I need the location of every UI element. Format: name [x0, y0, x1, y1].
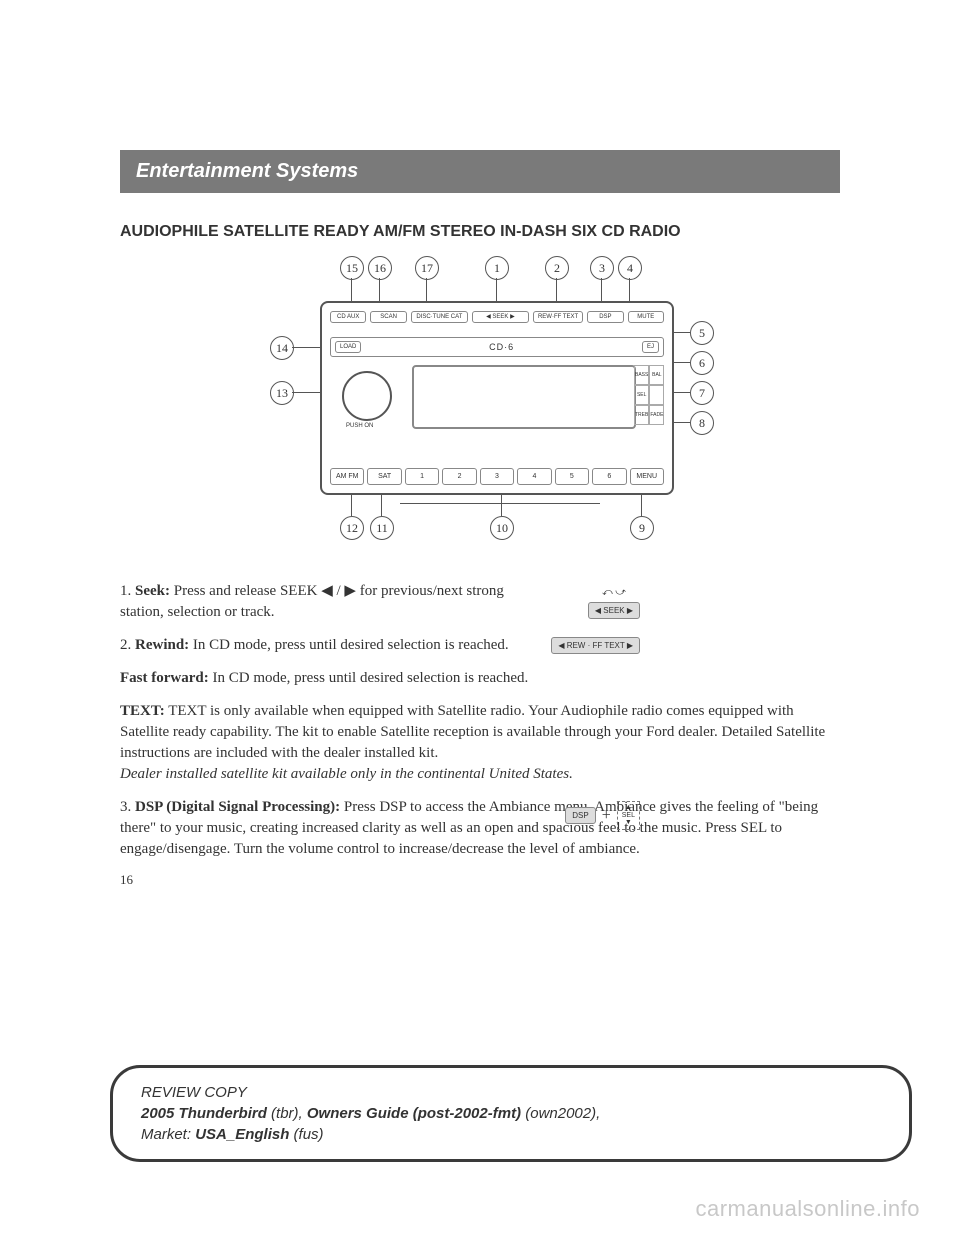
radio-top-row: CD AUX SCAN DISC·TUNE CAT ◀ SEEK ▶ REW·F…: [330, 311, 664, 323]
seek-figure: ⤺ ⤻ ◀ SEEK ▶: [588, 587, 640, 619]
btn-sel-dn: [649, 385, 664, 405]
seek-arc-icon: ⤺ ⤻: [588, 587, 640, 598]
callout-11: 11: [370, 516, 394, 540]
rewind-figure: ◀ REW · FF TEXT ▶: [551, 635, 640, 654]
btn-mute: MUTE: [628, 311, 664, 323]
side-panel: BASS BAL SEL TREB FADE: [634, 365, 662, 425]
callout-4: 4: [618, 256, 642, 280]
footer-text: (fus): [289, 1126, 323, 1143]
item-text: In CD mode, press until desired selectio…: [212, 670, 528, 686]
footer-text: (own2002),: [521, 1105, 600, 1122]
btn-eject: EJ: [642, 341, 659, 353]
item-text-note: TEXT: TEXT is only available when equipp…: [120, 701, 840, 785]
item-fastforward: Fast forward: In CD mode, press until de…: [120, 668, 840, 689]
preset-5: 5: [555, 468, 589, 485]
footer-text: (tbr),: [267, 1105, 307, 1122]
btn-sat: SAT: [367, 468, 401, 485]
footer-line2: 2005 Thunderbird (tbr), Owners Guide (po…: [141, 1103, 881, 1124]
footer-line3: Market: USA_English (fus): [141, 1124, 881, 1145]
btn-cd-aux: CD AUX: [330, 311, 366, 323]
leader: [400, 503, 600, 504]
sel-button-fig: ▲ SEL ▼: [617, 801, 640, 830]
seek-arrows-icon: ◀ / ▶: [321, 583, 356, 599]
callout-7: 7: [690, 381, 714, 405]
page: Entertainment Systems AUDIOPHILE SATELLI…: [0, 0, 960, 948]
btn-menu: MENU: [630, 468, 664, 485]
preset-3: 3: [480, 468, 514, 485]
callout-8: 8: [690, 411, 714, 435]
footer-model: 2005 Thunderbird: [141, 1105, 267, 1122]
callout-5: 5: [690, 321, 714, 345]
callout-6: 6: [690, 351, 714, 375]
leader: [292, 347, 322, 348]
callout-15: 15: [340, 256, 364, 280]
item-num: 1.: [120, 583, 131, 599]
item-text: In CD mode, press until desired selectio…: [193, 637, 509, 653]
item-seek: 1. Seek: Press and release SEEK ◀ / ▶ fo…: [120, 581, 516, 623]
item-num: 2.: [120, 637, 131, 653]
btn-sel-up: SEL: [634, 385, 649, 405]
preset-2: 2: [442, 468, 476, 485]
btn-treb: TREB: [634, 405, 649, 425]
radio-display: [412, 365, 636, 429]
callout-17: 17: [415, 256, 439, 280]
footer-guide: Owners Guide (post-2002-fmt): [307, 1105, 521, 1122]
radio-bottom-row: AM FM SAT 1 2 3 4 5 6 MENU: [330, 468, 664, 485]
rewff-button-fig: ◀ REW · FF TEXT ▶: [551, 637, 640, 654]
btn-dsp: DSP: [587, 311, 623, 323]
volume-knob: [342, 371, 392, 421]
preset-4: 4: [517, 468, 551, 485]
dsp-button-fig: DSP: [565, 807, 595, 824]
footer-line1: REVIEW COPY: [141, 1082, 881, 1103]
plus-icon: +: [602, 807, 611, 825]
item-dsp: 3. DSP (Digital Signal Processing): Pres…: [120, 797, 840, 860]
footer-box: REVIEW COPY 2005 Thunderbird (tbr), Owne…: [110, 1065, 912, 1162]
item-italic: Dealer installed satellite kit available…: [120, 766, 573, 782]
section-title: AUDIOPHILE SATELLITE READY AM/FM STEREO …: [120, 223, 840, 241]
radio-body: CD AUX SCAN DISC·TUNE CAT ◀ SEEK ▶ REW·F…: [320, 301, 674, 495]
btn-bal: BAL: [649, 365, 664, 385]
footer-text: Market:: [141, 1126, 195, 1143]
btn-rew-ff: REW·FF TEXT: [533, 311, 583, 323]
preset-1: 1: [405, 468, 439, 485]
callout-2: 2: [545, 256, 569, 280]
btn-bass: BASS: [634, 365, 649, 385]
btn-disc-tune: DISC·TUNE CAT: [411, 311, 468, 323]
btn-fade: FADE: [649, 405, 664, 425]
item-label: Fast forward:: [120, 670, 209, 686]
chapter-header: Entertainment Systems: [120, 150, 840, 193]
preset-6: 6: [592, 468, 626, 485]
item-text: TEXT is only available when equipped wit…: [120, 703, 825, 761]
callout-12: 12: [340, 516, 364, 540]
callout-14: 14: [270, 336, 294, 360]
callout-13: 13: [270, 381, 294, 405]
btn-amfm: AM FM: [330, 468, 364, 485]
item-rewind: 2. Rewind: In CD mode, press until desir…: [120, 635, 516, 656]
radio-diagram: 15 16 17 1 2 3 4 5 6 7 8 14 13 12 11 10 …: [240, 251, 720, 561]
btn-scan: SCAN: [370, 311, 406, 323]
item-label: TEXT:: [120, 703, 165, 719]
btn-seek: ◀ SEEK ▶: [472, 311, 529, 323]
item-label: Rewind:: [135, 637, 189, 653]
item-label: DSP (Digital Signal Processing):: [135, 799, 340, 815]
item-label: Seek:: [135, 583, 170, 599]
item-num: 3.: [120, 799, 131, 815]
callout-1: 1: [485, 256, 509, 280]
footer-market: USA_English: [195, 1126, 289, 1143]
item-text: Press and release SEEK: [174, 583, 321, 599]
cd-slot: LOAD CD·6 EJ: [330, 337, 664, 357]
page-number: 16: [120, 872, 840, 888]
callout-3: 3: [590, 256, 614, 280]
cd6-label: CD·6: [489, 342, 514, 352]
btn-load: LOAD: [335, 341, 361, 353]
dsp-figure: DSP + ▲ SEL ▼: [565, 801, 640, 830]
watermark: carmanualsonline.info: [695, 1196, 920, 1222]
callout-16: 16: [368, 256, 392, 280]
callout-9: 9: [630, 516, 654, 540]
push-on-label: PUSH ON: [346, 423, 373, 429]
leader: [292, 392, 322, 393]
callout-10: 10: [490, 516, 514, 540]
seek-button-fig: ◀ SEEK ▶: [588, 602, 640, 619]
